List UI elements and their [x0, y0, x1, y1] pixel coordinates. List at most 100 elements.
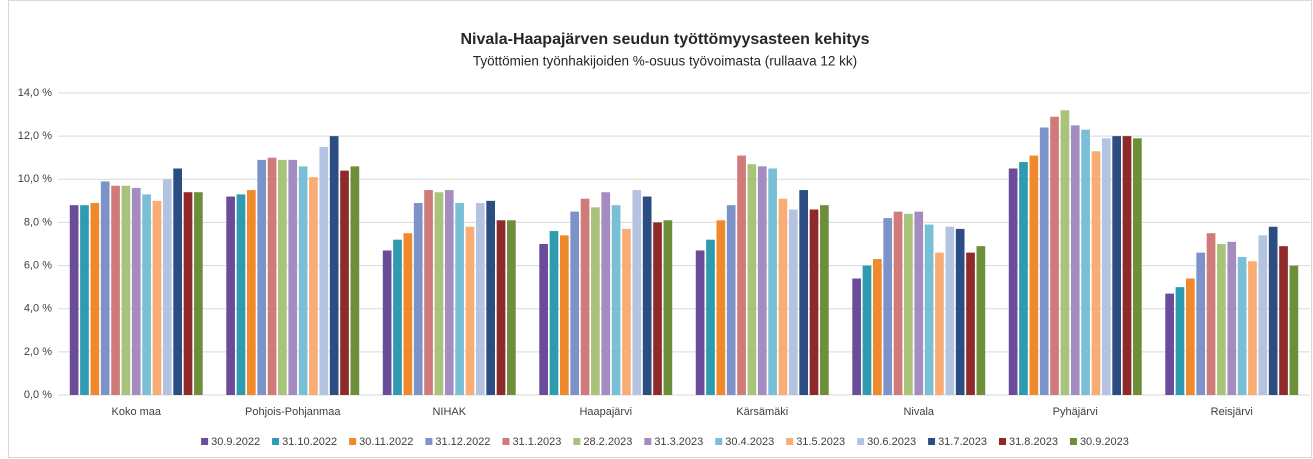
legend-label: 30.9.2023 — [1080, 436, 1129, 448]
bar — [1122, 136, 1132, 395]
bar — [444, 190, 454, 395]
bar — [976, 246, 986, 395]
bar — [1060, 110, 1070, 395]
bar — [820, 205, 829, 395]
bar — [1196, 252, 1206, 395]
bar — [496, 220, 506, 395]
legend-label: 30.6.2023 — [867, 436, 916, 448]
bar — [111, 185, 120, 395]
bar — [580, 198, 590, 395]
bar — [945, 226, 955, 395]
bar — [267, 157, 277, 395]
legend-label: 31.8.2023 — [1009, 436, 1058, 448]
bar — [424, 190, 433, 395]
legend-label: 31.5.2023 — [796, 436, 845, 448]
bar — [100, 181, 110, 395]
bar — [1268, 226, 1278, 395]
bar — [121, 185, 131, 395]
legend-swatch — [349, 438, 357, 445]
bar — [309, 177, 318, 395]
bar — [1008, 168, 1018, 395]
bar — [173, 168, 183, 395]
bar — [632, 190, 642, 395]
x-tick-label: Nivala — [903, 406, 934, 418]
bar — [350, 166, 360, 395]
bar — [862, 265, 872, 395]
bar — [393, 239, 402, 395]
y-tick-label: 12,0 % — [18, 130, 52, 142]
bar — [152, 200, 162, 395]
legend-swatch — [786, 438, 794, 445]
legend-swatch — [857, 438, 865, 445]
bar — [413, 203, 423, 395]
x-tick-label: Haapajärvi — [579, 406, 632, 418]
bar — [966, 252, 975, 395]
bar — [131, 187, 141, 395]
legend-swatch — [425, 438, 433, 445]
y-tick-label: 14,0 % — [18, 87, 52, 99]
bar — [90, 203, 100, 395]
bar — [914, 211, 924, 395]
bar — [183, 192, 193, 395]
legend-swatch — [644, 438, 652, 445]
bar — [935, 252, 944, 395]
bar — [319, 146, 329, 395]
bar — [1237, 256, 1247, 395]
x-tick-label: Kärsämäki — [736, 406, 788, 418]
legend-label: 30.4.2023 — [725, 436, 774, 448]
bar — [955, 228, 965, 395]
bar — [257, 159, 267, 395]
x-tick-label: Koko maa — [111, 406, 161, 418]
bar — [1101, 138, 1111, 396]
bar — [809, 209, 819, 395]
legend-label: 30.9.2022 — [211, 436, 260, 448]
bar — [788, 209, 798, 395]
bar — [1050, 116, 1059, 395]
bar — [1206, 233, 1216, 395]
legend-swatch — [573, 438, 581, 445]
bar — [298, 166, 308, 395]
bar — [872, 259, 882, 395]
bar — [559, 235, 569, 395]
bar — [1070, 125, 1080, 395]
x-tick-label: Reisjärvi — [1211, 406, 1253, 418]
x-tick-label: Pyhäjärvi — [1053, 406, 1098, 418]
y-tick-label: 2,0 % — [24, 346, 52, 358]
bar — [799, 190, 809, 395]
bar — [1019, 162, 1028, 395]
bar — [382, 250, 392, 395]
bar — [246, 190, 256, 395]
bar — [904, 213, 913, 395]
bar — [340, 170, 349, 395]
bar — [893, 211, 903, 395]
bar — [486, 200, 496, 395]
bar — [1175, 287, 1185, 395]
y-tick-label: 0,0 % — [24, 389, 52, 401]
bar — [1039, 127, 1049, 395]
bar — [768, 168, 777, 395]
bar — [642, 196, 652, 395]
legend-label: 31.3.2023 — [654, 436, 703, 448]
bar — [1029, 155, 1039, 395]
legend-label: 31.12.2022 — [435, 436, 490, 448]
bar — [726, 205, 736, 395]
bar — [747, 164, 757, 395]
bar — [475, 203, 485, 395]
bar — [288, 159, 298, 395]
bar — [80, 205, 89, 395]
bar — [591, 207, 600, 395]
legend-swatch — [999, 438, 1006, 445]
bar — [194, 192, 203, 395]
bar — [706, 239, 715, 395]
bar — [924, 224, 934, 395]
bar — [1258, 235, 1268, 395]
bar — [601, 192, 611, 395]
chart-subtitle: Työttömien työnhakijoiden %-osuus työvoi… — [473, 54, 857, 69]
bar — [570, 211, 580, 395]
bar — [1081, 129, 1090, 395]
bar — [1091, 151, 1101, 395]
y-tick-label: 8,0 % — [24, 216, 52, 228]
y-tick-label: 6,0 % — [24, 259, 52, 271]
bar — [1248, 261, 1257, 395]
legend-swatch — [1069, 438, 1077, 445]
